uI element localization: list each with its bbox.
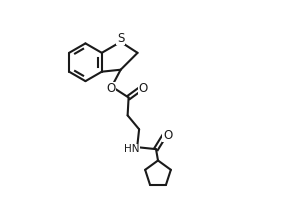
Text: S: S — [117, 32, 124, 45]
Text: O: O — [163, 129, 172, 142]
Text: O: O — [139, 82, 148, 95]
Text: O: O — [106, 82, 116, 95]
Text: HN: HN — [124, 144, 140, 154]
